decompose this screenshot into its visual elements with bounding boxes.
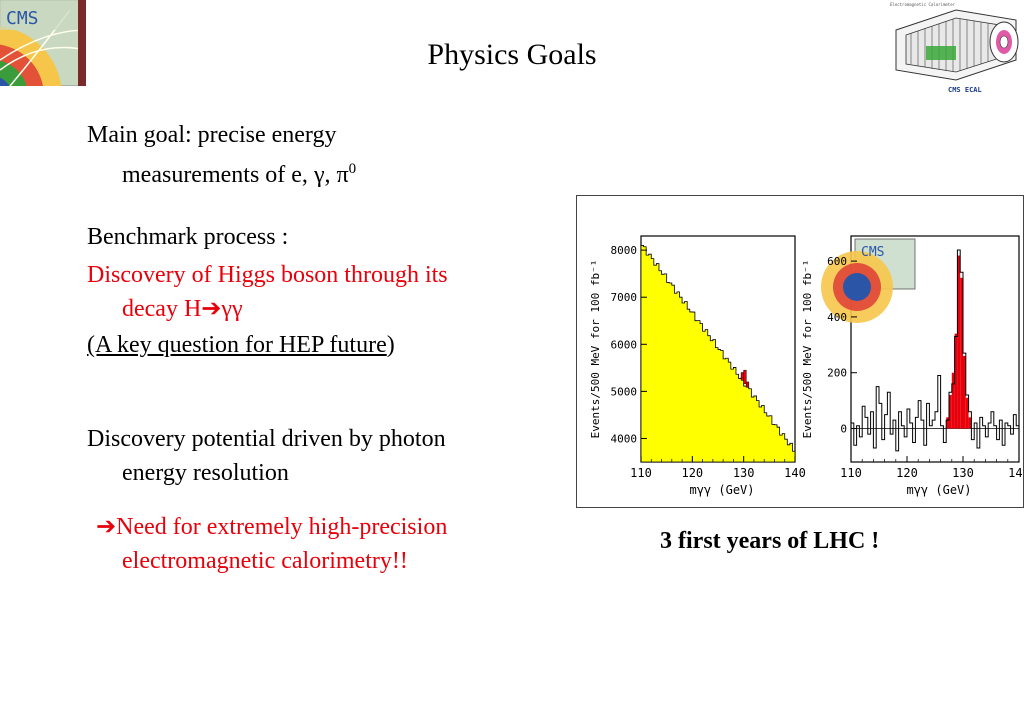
pi-symbol: π — [336, 162, 349, 188]
potential-line1: Discovery potential driven by photon — [87, 426, 446, 452]
higgs-plots-figure: 110 120 130 140 4000 5000 6000 7000 8000 mγγ (GeV… — [576, 195, 1024, 508]
gamma-symbol: γ — [313, 162, 325, 188]
y-axis-label: Events/500 MeV for 100 fb⁻¹ — [801, 260, 814, 439]
signal-bar — [957, 255, 961, 429]
x-axis-label: mγγ (GeV) — [906, 483, 971, 497]
comma-separator: , — [324, 162, 337, 188]
y-tick-label: 7000 — [611, 291, 638, 304]
ecal-caption: CMS ECAL — [948, 86, 982, 94]
x-tick-label: 110 — [840, 466, 862, 480]
potential-line2: energy resolution — [122, 460, 289, 486]
y-axis-label: Events/500 MeV for 100 fb⁻¹ — [589, 260, 602, 439]
x-tick-label: 130 — [952, 466, 974, 480]
y-tick-label: 200 — [827, 367, 847, 380]
lhc-caption: 3 first years of LHC ! — [660, 528, 880, 554]
main-goal-line2-text: measurements of e, — [122, 162, 314, 188]
main-goal-text: Main goal: precise energy measurements o… — [87, 118, 356, 192]
y-tick-label: 400 — [827, 311, 847, 324]
cms-inset-logo-text: CMS — [861, 245, 884, 260]
ecal-detector-drawing: Electromagnetic Calorimeter CMS ECAL — [886, 0, 1024, 98]
signal-bar — [946, 417, 949, 429]
benchmark-label: Benchmark process : — [87, 224, 289, 250]
x-tick-label: 120 — [681, 466, 703, 480]
y-tick-label: 4000 — [611, 432, 638, 445]
signal-bar — [949, 395, 952, 429]
potential-block: Discovery potential driven by photon ene… — [87, 422, 577, 490]
pi-superscript: 0 — [348, 161, 357, 177]
x-axis-label: mγγ (GeV) — [689, 483, 754, 497]
slide-title: Physics Goals — [427, 38, 597, 71]
signal-bar — [740, 372, 744, 381]
need-arrow-icon: ➔ — [96, 514, 117, 540]
need-block: ➔Need for extremely high-precision elect… — [96, 510, 576, 578]
signal-bar — [965, 397, 969, 429]
ecal-small-caption: Electromagnetic Calorimeter — [890, 2, 956, 7]
cms-inset-logo-ring — [843, 273, 871, 301]
y-tick-label: 6000 — [611, 338, 638, 351]
cms-logo-text: CMS — [6, 8, 39, 29]
x-tick-label: 110 — [630, 466, 652, 480]
main-goal-line2: measurements of e, γ, π0 — [87, 152, 356, 192]
need-line2: electromagnetic calorimetry!! — [122, 548, 408, 574]
signal-bar — [745, 381, 750, 388]
signal-bar — [968, 417, 972, 429]
signal-bar — [951, 372, 955, 429]
hep-question-underlined: (A key question for HEP future — [87, 332, 387, 358]
x-tick-label: 130 — [733, 466, 755, 480]
x-tick-label: 140 — [784, 466, 806, 480]
need-line1: ➔Need for extremely high-precision — [96, 510, 576, 544]
y-tick-label: 600 — [827, 255, 847, 268]
main-goal-line1: Main goal: precise energy — [87, 122, 337, 148]
signal-bar — [743, 369, 747, 385]
signal-bar — [954, 333, 958, 429]
higgs-line2: decay H➔γγ — [87, 292, 577, 326]
need-line1-text: Need for extremely high-precision — [116, 514, 448, 540]
background-histogram — [640, 245, 796, 463]
x-tick-label: 140 — [1008, 466, 1023, 480]
gamma-gamma-symbol: γγ — [221, 296, 243, 322]
higgs-decay-text: decay H — [122, 296, 202, 322]
y-tick-label: 5000 — [611, 385, 638, 398]
x-tick-label: 120 — [896, 466, 918, 480]
higgs-line1: Discovery of Higgs boson through its — [87, 262, 448, 288]
residual-histogram — [851, 249, 1019, 452]
plot-frame — [850, 235, 1020, 463]
signal-bar — [963, 355, 966, 429]
y-tick-label: 0 — [840, 423, 847, 436]
y-tick-label: 8000 — [611, 244, 638, 257]
hep-question-close: ) — [386, 332, 395, 358]
signal-bar — [960, 277, 963, 429]
arrow-icon: ➔ — [201, 296, 222, 322]
hep-question: (A key question for HEP future) — [87, 328, 577, 362]
benchmark-block: Benchmark process : Discovery of Higgs b… — [87, 220, 577, 362]
ecal-drawing-graphic: Electromagnetic Calorimeter CMS ECAL — [890, 2, 1019, 94]
